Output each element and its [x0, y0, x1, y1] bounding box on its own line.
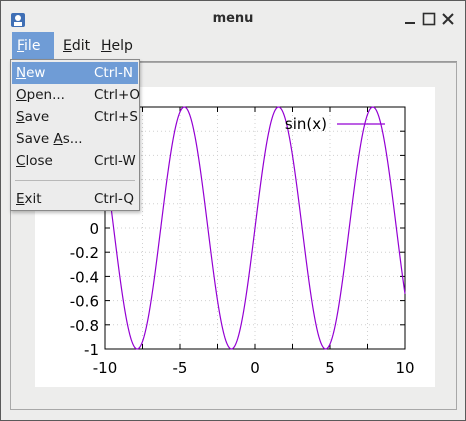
menu-item-save-as[interactable]: Save As...	[12, 128, 138, 150]
x-tick-label: 5	[325, 359, 335, 377]
menu-item-open[interactable]: Open... Ctrl+O	[12, 84, 140, 106]
menu-item-exit-label: Exit	[16, 191, 42, 207]
menu-item-exit-shortcut: Ctrl-Q	[94, 191, 135, 207]
y-tick-label: 0	[89, 220, 99, 238]
series-sin-line	[104, 106, 406, 350]
app-icon	[11, 13, 25, 27]
menu-item-save-shortcut: Ctrl+S	[94, 109, 138, 125]
maximize-icon[interactable]	[421, 11, 437, 27]
menu-item-open-label: Open...	[16, 87, 65, 103]
y-tick-label: -0.6	[70, 293, 99, 311]
file-dropdown-menu: New Ctrl-N Open... Ctrl+O Save Ctrl+S Sa…	[10, 59, 140, 211]
menu-help-mnemonic: H	[101, 38, 112, 54]
menu-item-save-as-label: Save As...	[16, 131, 83, 147]
menu-bar: File Edit Help	[10, 32, 457, 62]
menu-edit-mnemonic: E	[63, 38, 72, 54]
x-tick-label: -5	[173, 359, 188, 377]
y-tick-label: -0.8	[70, 317, 99, 335]
title-bar[interactable]: menu	[1, 1, 465, 35]
x-tick-label: 0	[250, 359, 260, 377]
y-tick-label: -0.2	[70, 244, 99, 262]
menu-item-new-label: New	[16, 65, 46, 81]
close-icon[interactable]	[440, 11, 456, 27]
minimize-icon[interactable]	[402, 11, 418, 27]
x-tick-label: -10	[93, 359, 118, 377]
menu-item-save[interactable]: Save Ctrl+S	[12, 106, 138, 128]
menu-file-rest: ile	[24, 38, 41, 54]
menu-help[interactable]: Help	[96, 32, 144, 61]
menu-item-new-shortcut: Ctrl-N	[94, 65, 133, 81]
menu-file-mnemonic: F	[17, 38, 25, 54]
menu-item-exit[interactable]: Exit Ctrl-Q	[12, 188, 138, 210]
menu-edit[interactable]: Edit	[58, 32, 100, 61]
menu-help-rest: elp	[111, 38, 133, 54]
menu-item-close-shortcut: Crtl-W	[94, 153, 136, 169]
menu-item-save-label: Save	[16, 109, 50, 125]
x-tick-label: 10	[395, 359, 414, 377]
menu-file[interactable]: File	[12, 32, 54, 61]
sine-chart: -1 -0.8 -0.6 -0.4 -0.2 0 -10 -5 0 5 10 sin(x)	[70, 106, 415, 377]
window-title: menu	[212, 11, 254, 26]
menu-item-new[interactable]: New Ctrl-N	[12, 62, 138, 84]
menu-edit-rest: dit	[71, 38, 91, 54]
legend-label: sin(x)	[285, 115, 327, 133]
y-tick-label: -0.4	[70, 268, 99, 286]
menu-item-open-shortcut: Ctrl+O	[94, 87, 140, 103]
menu-separator	[15, 180, 135, 181]
menu-item-close-label: Close	[16, 153, 53, 169]
y-tick-label: -1	[84, 341, 99, 359]
menu-item-close[interactable]: Close Crtl-W	[12, 150, 138, 172]
